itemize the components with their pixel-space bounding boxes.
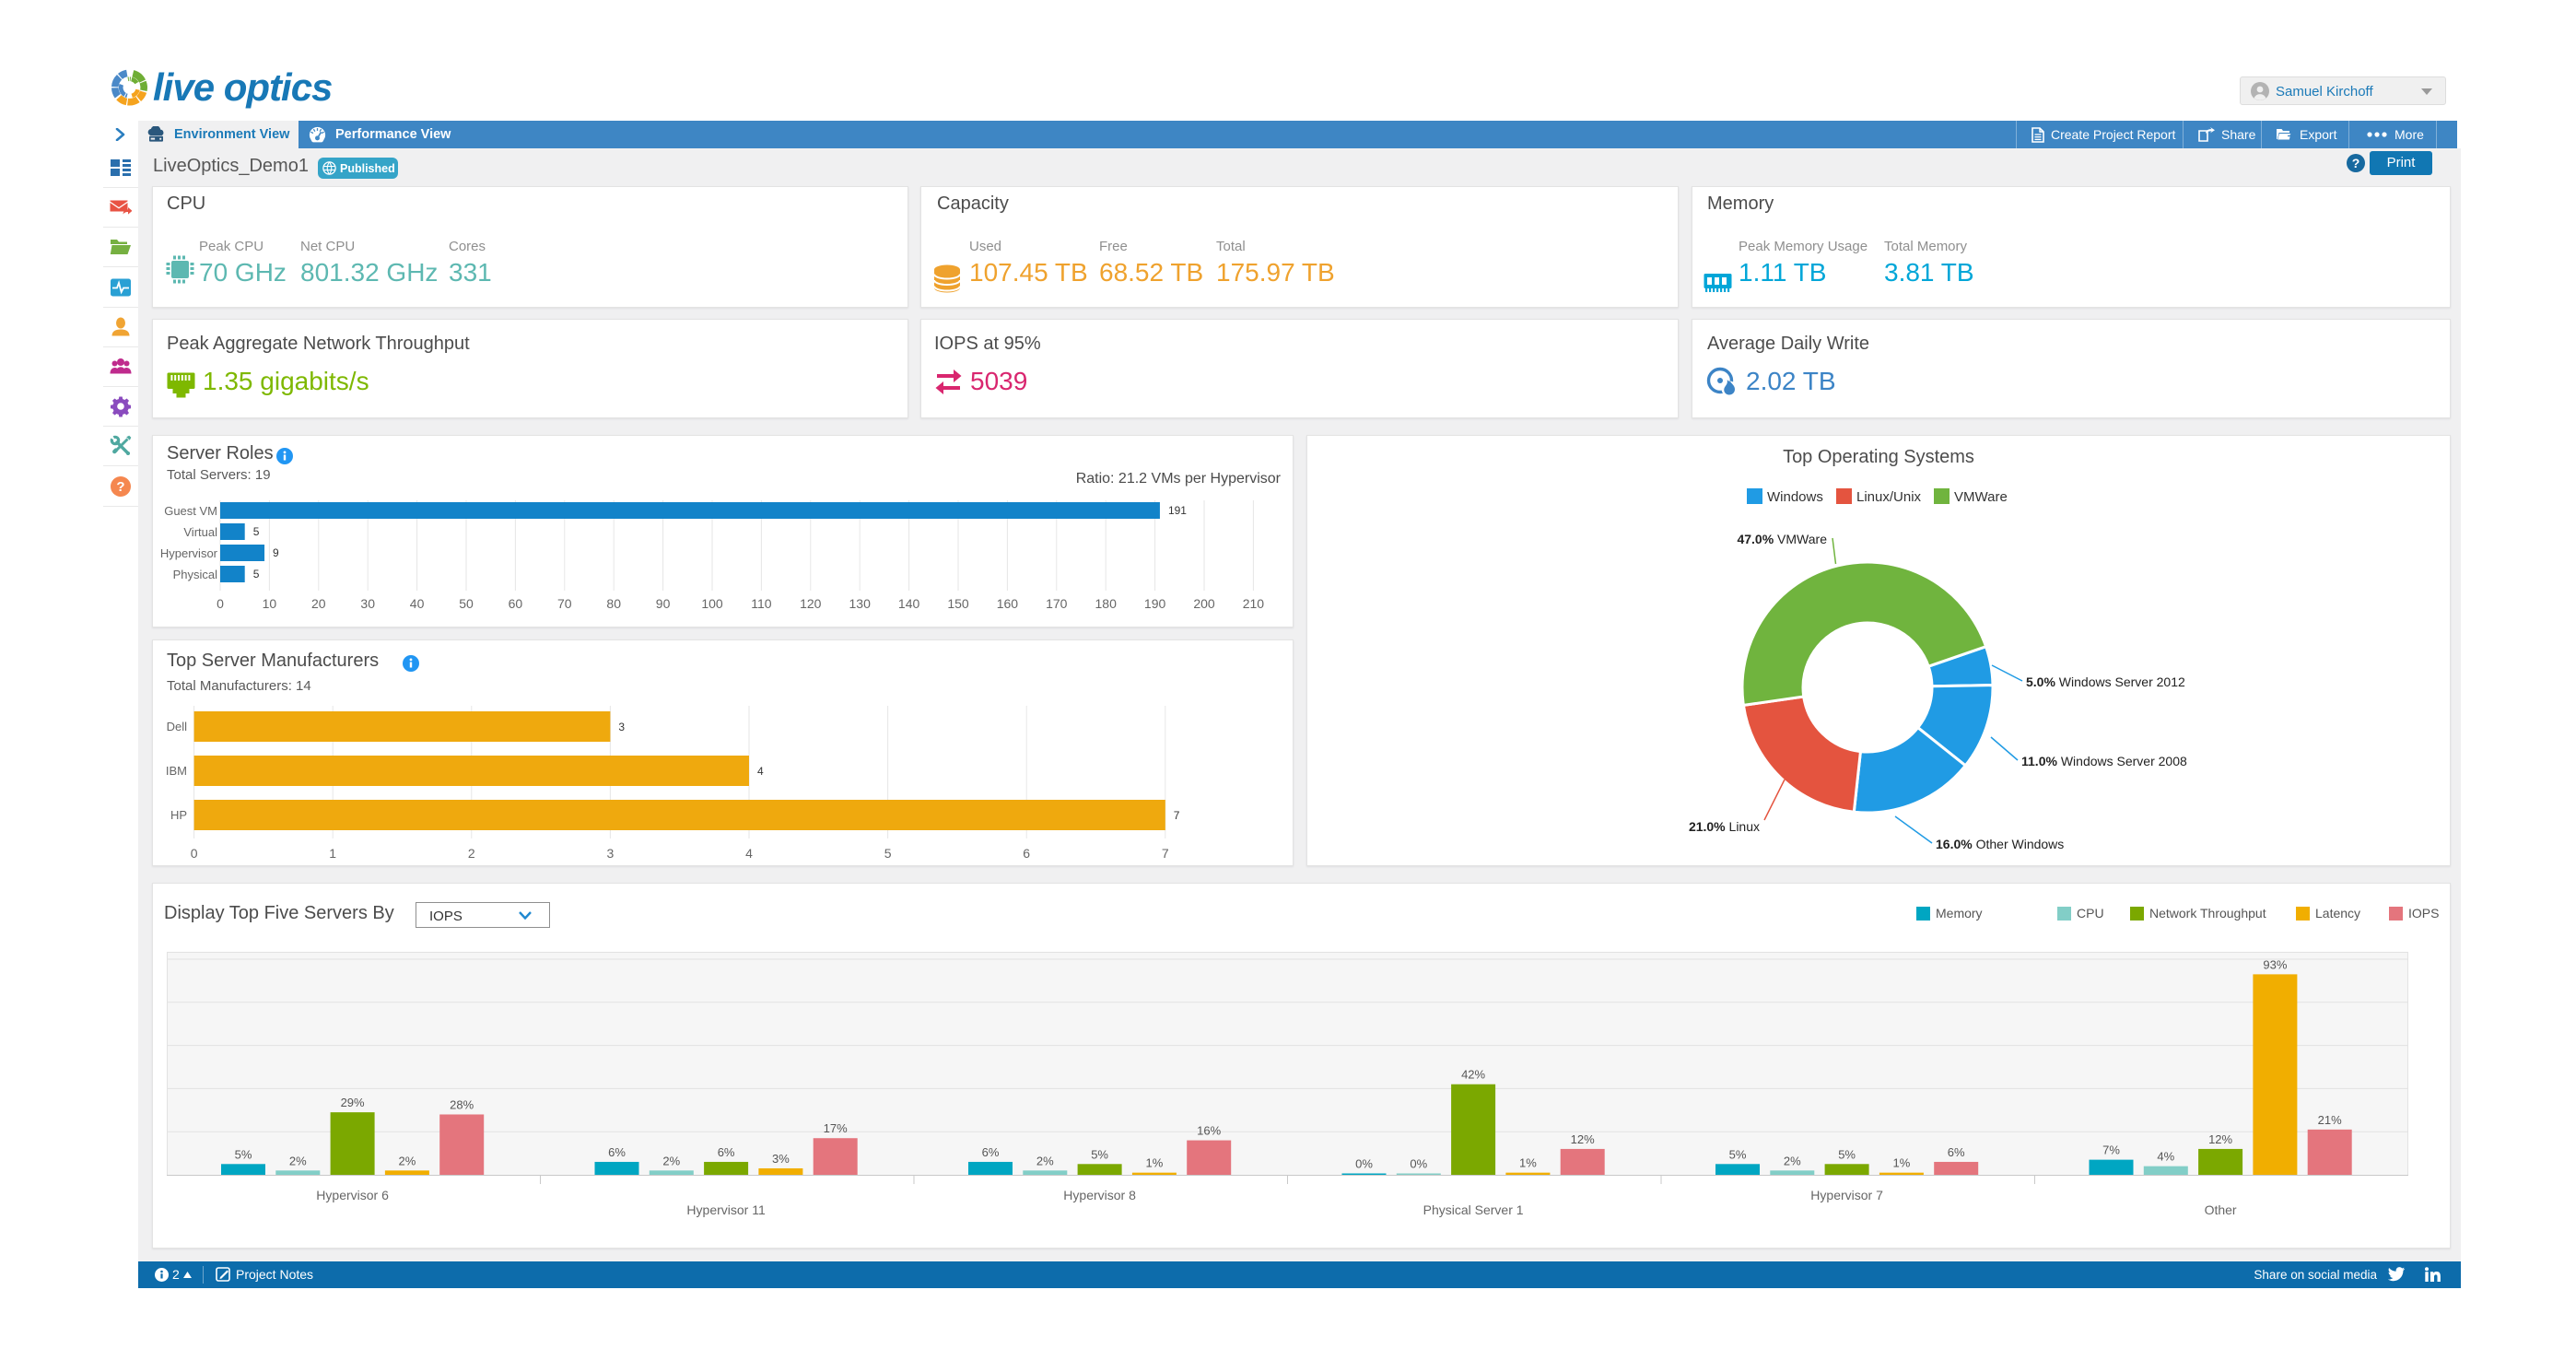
svg-text:29%: 29% <box>341 1096 365 1109</box>
svg-text:VMWare: VMWare <box>1954 489 2008 505</box>
svg-text:0%: 0% <box>1410 1157 1427 1171</box>
svg-text:5%: 5% <box>1729 1147 1747 1161</box>
svg-text:70: 70 <box>557 596 572 611</box>
svg-text:6%: 6% <box>982 1145 1000 1159</box>
svg-text:130: 130 <box>849 596 872 611</box>
svg-text:7: 7 <box>1162 846 1169 861</box>
svg-text:110: 110 <box>751 596 772 611</box>
svg-text:170: 170 <box>1046 596 1068 611</box>
svg-text:210: 210 <box>1243 596 1265 611</box>
svg-text:120: 120 <box>800 596 822 611</box>
svg-text:Hypervisor 8: Hypervisor 8 <box>1063 1188 1136 1202</box>
svg-text:0: 0 <box>191 846 198 861</box>
svg-text:5.0% Windows Server 2012: 5.0% Windows Server 2012 <box>2026 674 2185 689</box>
svg-text:16.0% Other Windows: 16.0% Other Windows <box>1936 837 2064 851</box>
svg-text:2%: 2% <box>289 1154 307 1167</box>
svg-text:150: 150 <box>947 596 969 611</box>
svg-text:7: 7 <box>1174 809 1180 822</box>
svg-text:180: 180 <box>1095 596 1118 611</box>
svg-text:40: 40 <box>410 596 425 611</box>
svg-text:Hypervisor 7: Hypervisor 7 <box>1810 1188 1883 1202</box>
svg-text:1%: 1% <box>1519 1156 1537 1170</box>
svg-text:100: 100 <box>701 596 723 611</box>
svg-text:140: 140 <box>898 596 920 611</box>
svg-text:?: ? <box>116 479 124 495</box>
svg-text:20: 20 <box>311 596 326 611</box>
svg-text:Latency: Latency <box>2315 906 2360 921</box>
svg-text:Linux/Unix: Linux/Unix <box>1856 489 1922 505</box>
svg-text:12%: 12% <box>1571 1132 1595 1146</box>
svg-text:6%: 6% <box>1948 1145 1965 1159</box>
svg-text:5: 5 <box>253 568 260 580</box>
svg-text:Physical: Physical <box>173 568 218 581</box>
svg-text:CPU: CPU <box>2077 906 2104 921</box>
svg-text:1: 1 <box>329 846 336 861</box>
svg-text:6%: 6% <box>608 1145 626 1159</box>
svg-text:Other: Other <box>2205 1202 2237 1217</box>
svg-text:5: 5 <box>253 525 260 538</box>
svg-text:Memory: Memory <box>1936 906 1983 921</box>
svg-text:Virtual: Virtual <box>183 525 217 539</box>
svg-text:42%: 42% <box>1461 1068 1485 1082</box>
svg-text:2%: 2% <box>1036 1154 1054 1167</box>
svg-text:21%: 21% <box>2318 1113 2342 1127</box>
svg-text:Network Throughput: Network Throughput <box>2149 906 2266 921</box>
svg-text:3: 3 <box>618 721 625 733</box>
svg-text:Hypervisor: Hypervisor <box>160 546 218 560</box>
svg-text:4%: 4% <box>2157 1150 2174 1164</box>
svg-text:2%: 2% <box>399 1154 416 1167</box>
svg-text:16%: 16% <box>1197 1124 1221 1138</box>
svg-text:3%: 3% <box>772 1152 790 1166</box>
svg-text:2%: 2% <box>662 1154 680 1167</box>
svg-text:Windows: Windows <box>1767 489 1823 505</box>
svg-text:17%: 17% <box>824 1121 848 1135</box>
svg-text:4: 4 <box>757 765 764 778</box>
svg-text:1%: 1% <box>1146 1156 1164 1170</box>
svg-text:6: 6 <box>1023 846 1030 861</box>
svg-text:60: 60 <box>509 596 523 611</box>
svg-text:191: 191 <box>1168 504 1187 517</box>
svg-text:160: 160 <box>997 596 1019 611</box>
svg-text:5%: 5% <box>1838 1147 1856 1161</box>
svg-text:200: 200 <box>1193 596 1215 611</box>
svg-text:6%: 6% <box>718 1145 735 1159</box>
svg-text:5: 5 <box>884 846 892 861</box>
svg-text:7%: 7% <box>2102 1143 2120 1157</box>
svg-text:2%: 2% <box>1784 1154 1801 1167</box>
svg-text:21.0% Linux: 21.0% Linux <box>1689 819 1760 834</box>
svg-text:190: 190 <box>1144 596 1166 611</box>
svg-text:0: 0 <box>217 596 224 611</box>
svg-text:11.0% Windows Server 2008: 11.0% Windows Server 2008 <box>2021 754 2187 768</box>
svg-text:Hypervisor 11: Hypervisor 11 <box>686 1202 766 1217</box>
svg-text:30: 30 <box>360 596 375 611</box>
svg-text:IOPS: IOPS <box>2408 906 2439 921</box>
svg-text:IBM: IBM <box>166 764 187 778</box>
svg-text:93%: 93% <box>2263 957 2287 971</box>
svg-text:Top Operating Systems: Top Operating Systems <box>1783 447 1974 467</box>
svg-text:5%: 5% <box>235 1147 252 1161</box>
svg-text:HP: HP <box>170 808 187 822</box>
svg-text:9: 9 <box>273 546 279 559</box>
svg-text:Physical Server 1: Physical Server 1 <box>1423 1202 1524 1217</box>
svg-text:Guest VM: Guest VM <box>164 504 217 518</box>
svg-text:5%: 5% <box>1091 1147 1108 1161</box>
svg-text:2: 2 <box>468 846 475 861</box>
svg-text:80: 80 <box>606 596 621 611</box>
svg-text:3: 3 <box>607 846 615 861</box>
svg-text:4: 4 <box>745 846 753 861</box>
svg-text:Dell: Dell <box>167 720 188 733</box>
svg-text:Hypervisor 6: Hypervisor 6 <box>316 1188 389 1202</box>
svg-text:47.0% VMWare: 47.0% VMWare <box>1737 532 1827 546</box>
svg-text:1%: 1% <box>1893 1156 1911 1170</box>
svg-text:10: 10 <box>263 596 277 611</box>
svg-text:50: 50 <box>459 596 474 611</box>
svg-text:12%: 12% <box>2208 1132 2232 1146</box>
svg-text:0%: 0% <box>1355 1157 1373 1171</box>
svg-text:28%: 28% <box>450 1097 474 1111</box>
svg-text:90: 90 <box>656 596 671 611</box>
